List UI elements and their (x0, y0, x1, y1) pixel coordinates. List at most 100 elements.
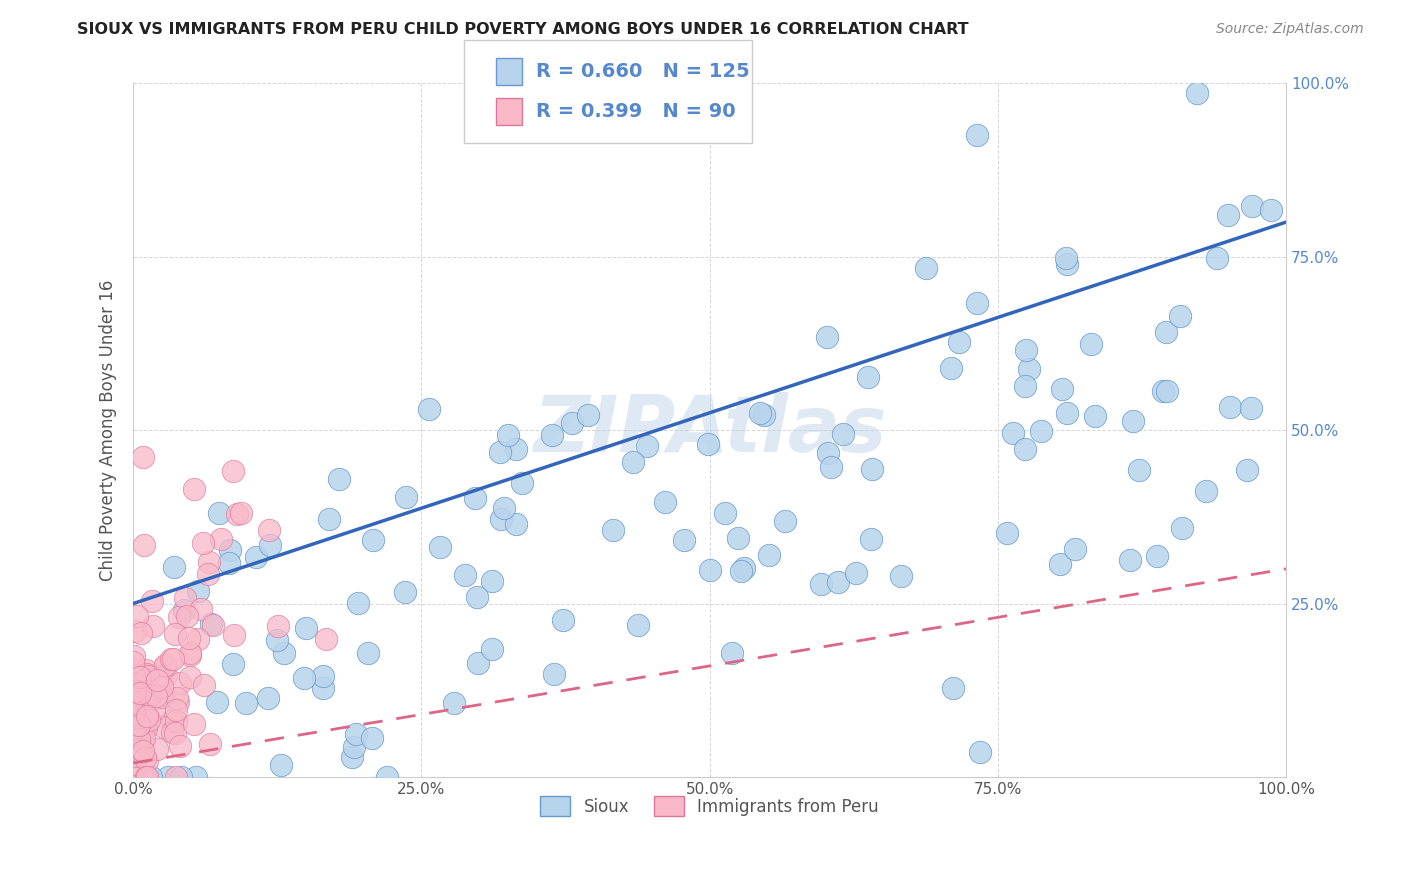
Point (1195, 483, 1218, 498)
Point (124, 756, 146, 771)
Point (136, 754, 159, 768)
Point (273, 646, 295, 660)
Point (170, 770, 193, 784)
Point (187, 632, 209, 646)
Point (394, 584, 416, 599)
Point (153, 720, 176, 734)
Point (429, 540, 451, 554)
Point (464, 491, 486, 505)
Point (360, 731, 382, 745)
Point (124, 707, 146, 722)
Point (125, 726, 148, 740)
Point (827, 574, 849, 589)
Point (132, 734, 155, 748)
Point (1216, 208, 1239, 222)
Point (134, 689, 156, 703)
Point (752, 408, 775, 422)
Point (136, 770, 159, 784)
Point (197, 566, 219, 581)
Point (270, 758, 292, 772)
Point (860, 462, 883, 476)
Point (699, 563, 721, 577)
Point (177, 631, 200, 645)
Point (492, 500, 515, 515)
Point (1014, 379, 1036, 393)
Point (193, 678, 215, 692)
Point (124, 684, 146, 698)
Point (226, 507, 249, 521)
Point (418, 402, 440, 417)
Point (343, 740, 366, 755)
Point (541, 428, 564, 442)
Point (129, 626, 152, 640)
Point (129, 669, 152, 683)
Point (832, 426, 855, 441)
Point (1029, 424, 1052, 438)
Point (312, 669, 335, 683)
Point (966, 128, 988, 143)
Point (131, 682, 153, 697)
Point (132, 450, 155, 464)
Point (1119, 553, 1142, 567)
Point (318, 512, 340, 526)
Point (856, 370, 879, 384)
Point (1015, 343, 1038, 357)
Point (200, 617, 222, 632)
Point (174, 591, 197, 606)
Point (173, 602, 195, 616)
Point (727, 531, 749, 545)
Point (202, 617, 225, 632)
Point (1260, 202, 1282, 217)
Point (1240, 401, 1263, 416)
Point (122, 749, 145, 764)
Point (235, 696, 257, 710)
Point (443, 696, 465, 710)
Point (257, 523, 280, 537)
Point (1156, 384, 1178, 399)
Point (496, 428, 519, 442)
Point (124, 624, 146, 639)
Point (222, 657, 245, 671)
Point (775, 514, 797, 528)
Point (165, 770, 187, 784)
Point (136, 669, 159, 683)
Point (129, 683, 152, 698)
Point (758, 548, 780, 562)
Point (157, 770, 180, 784)
Point (481, 642, 503, 657)
Point (224, 628, 246, 642)
Point (190, 602, 212, 616)
Point (1001, 426, 1024, 441)
Point (159, 652, 181, 666)
Point (155, 658, 177, 673)
Point (815, 330, 838, 344)
Point (1152, 384, 1174, 398)
Point (124, 661, 146, 675)
Point (124, 721, 146, 735)
Point (183, 716, 205, 731)
Point (138, 713, 160, 727)
Point (714, 506, 737, 520)
Point (948, 335, 970, 350)
Point (124, 739, 146, 753)
Point (135, 710, 157, 724)
Point (1080, 337, 1102, 351)
Point (128, 731, 150, 746)
Point (375, 770, 398, 784)
Point (512, 475, 534, 490)
Point (1084, 409, 1107, 423)
Point (1185, 86, 1208, 100)
Point (820, 460, 842, 475)
Point (183, 482, 205, 496)
Point (489, 512, 512, 526)
Point (1064, 542, 1087, 557)
Point (1056, 406, 1078, 420)
Point (1056, 257, 1078, 271)
Text: SIOUX VS IMMIGRANTS FROM PERU CHILD POVERTY AMONG BOYS UNDER 16 CORRELATION CHAR: SIOUX VS IMMIGRANTS FROM PERU CHILD POVE… (77, 22, 969, 37)
Point (135, 670, 157, 684)
Point (191, 535, 214, 549)
Point (122, 770, 145, 784)
Point (208, 506, 231, 520)
Point (160, 713, 183, 727)
Point (231, 507, 253, 521)
